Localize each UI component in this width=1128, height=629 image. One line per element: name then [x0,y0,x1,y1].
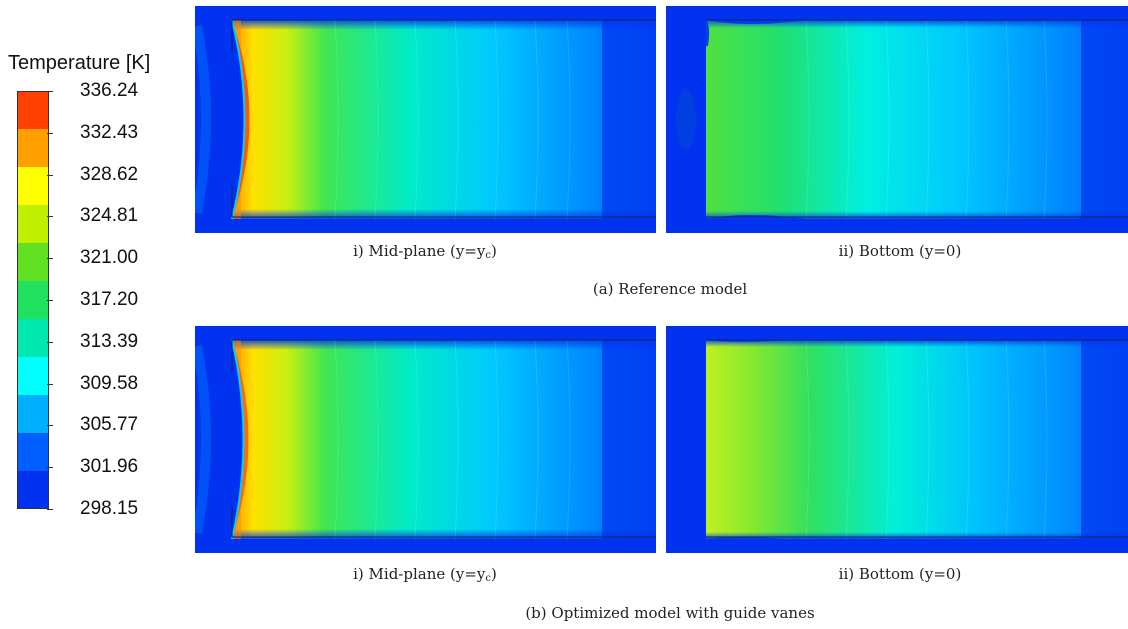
legend-band [17,433,49,472]
legend-title: Temperature [K] [8,52,151,74]
legend-tick [47,132,53,134]
legend-band [17,167,49,206]
legend-tick [47,509,53,510]
caption-group-optimized: (b) Optimized model with guide vanes [470,604,870,622]
legend-value-label: 298.15 [80,498,139,519]
legend-value-label: 336.24 [80,80,139,101]
legend-band [17,243,49,282]
legend-value-label: 309.58 [80,372,139,394]
caption-bottom-text: ii) Bottom (y=0) [838,242,962,260]
caption-mid-subscript: c [485,573,491,584]
legend-tick [47,174,53,176]
contour-reference-bottom [666,6,1128,233]
legend-tick [47,216,53,218]
legend-tick [47,383,53,385]
caption-mid-prefix: i) Mid-plane (y=y [353,242,486,260]
legend-tick [47,258,53,260]
legend-tick [47,300,53,301]
legend-band [17,471,49,509]
legend-value-label: 321.00 [80,247,139,269]
legend-band [17,395,49,434]
legend-tick [47,341,53,343]
contour-optimized-mid-plane [195,326,656,553]
legend-value-label: 332.43 [80,121,139,143]
legend-tick [47,467,53,469]
caption-mid-suffix: ) [491,242,497,260]
caption-bottom-text: ii) Bottom (y=0) [838,565,962,583]
caption-mid-subscript: c [485,250,491,261]
legend-value-label: 328.62 [80,163,139,185]
contour-optimized-bottom [666,326,1128,553]
caption-mid-prefix: i) Mid-plane (y=y [353,565,486,583]
legend-value-label: 317.20 [80,289,139,310]
caption-mid-suffix: ) [491,565,497,583]
legend-band [17,129,49,168]
legend-value-label: 313.39 [80,330,139,352]
legend-band [17,319,49,358]
legend-band [17,205,49,244]
caption-group-a-text: (a) Reference model [592,280,748,298]
temperature-legend: Temperature [K] 336.24 332.43 328.62 324.81… [0,0,190,629]
legend-tick [47,91,53,92]
legend-band [17,91,49,130]
legend-band [17,357,49,396]
caption-reference-mid-plane: i) Mid-plane (y=yc) [310,242,540,261]
caption-reference-bottom: ii) Bottom (y=0) [800,242,1000,260]
caption-optimized-mid-plane: i) Mid-plane (y=yc) [310,565,540,584]
legend-colorbar [17,91,49,509]
caption-optimized-bottom: ii) Bottom (y=0) [800,565,1000,583]
contour-reference-mid-plane [195,6,656,233]
caption-group-reference: (a) Reference model [520,280,820,298]
legend-band [17,281,49,320]
legend-tick [47,425,53,427]
caption-group-b-text: (b) Optimized model with guide vanes [525,604,815,622]
legend-value-label: 324.81 [80,205,139,227]
legend-value-label: 301.96 [80,456,139,478]
legend-value-label: 305.77 [80,414,139,436]
